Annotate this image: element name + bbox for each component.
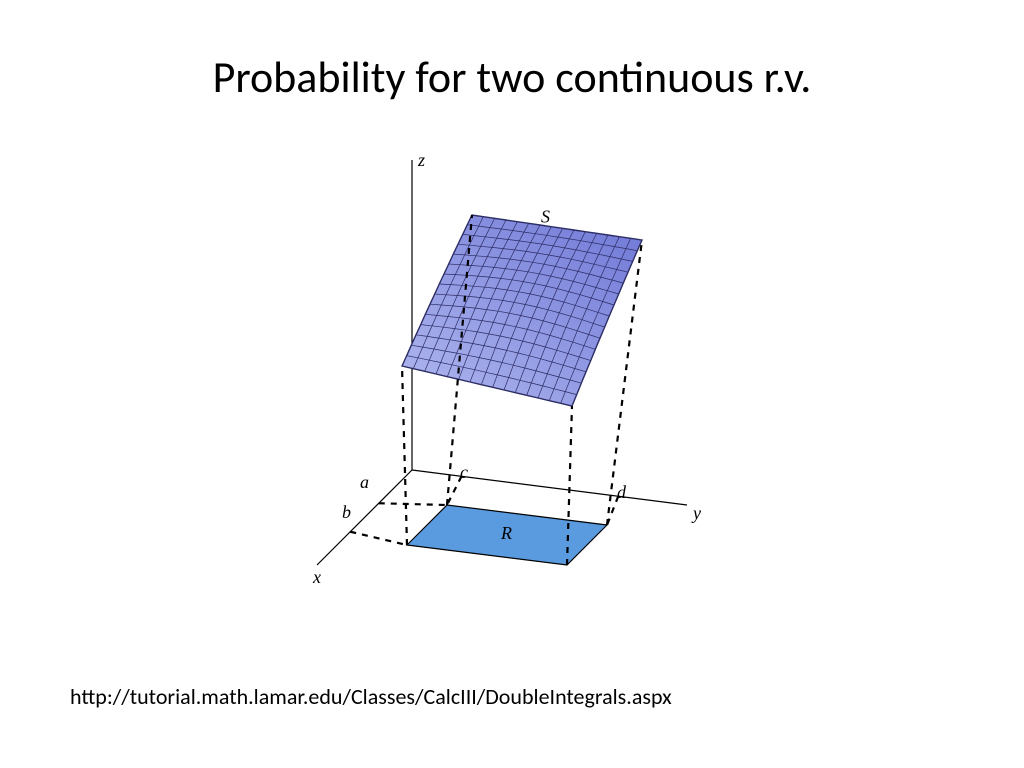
tick-b: b (342, 502, 351, 522)
axis-x-label: x (312, 567, 321, 587)
surface-s (402, 215, 642, 406)
surface-s-label: S (541, 207, 550, 227)
tick-d: d (617, 482, 627, 502)
tick-a: a (360, 472, 369, 492)
slide-title: Probability for two continuous r.v. (0, 50, 1024, 104)
axis-z-label: z (417, 150, 425, 170)
region-r-label: R (500, 523, 512, 543)
double-integral-diagram: z y x ab c d R S (262, 150, 762, 590)
tick-c: c (460, 462, 468, 482)
citation-url: http://tutorial.math.lamar.edu/Classes/C… (70, 683, 672, 710)
axis-y-label: y (691, 503, 701, 523)
